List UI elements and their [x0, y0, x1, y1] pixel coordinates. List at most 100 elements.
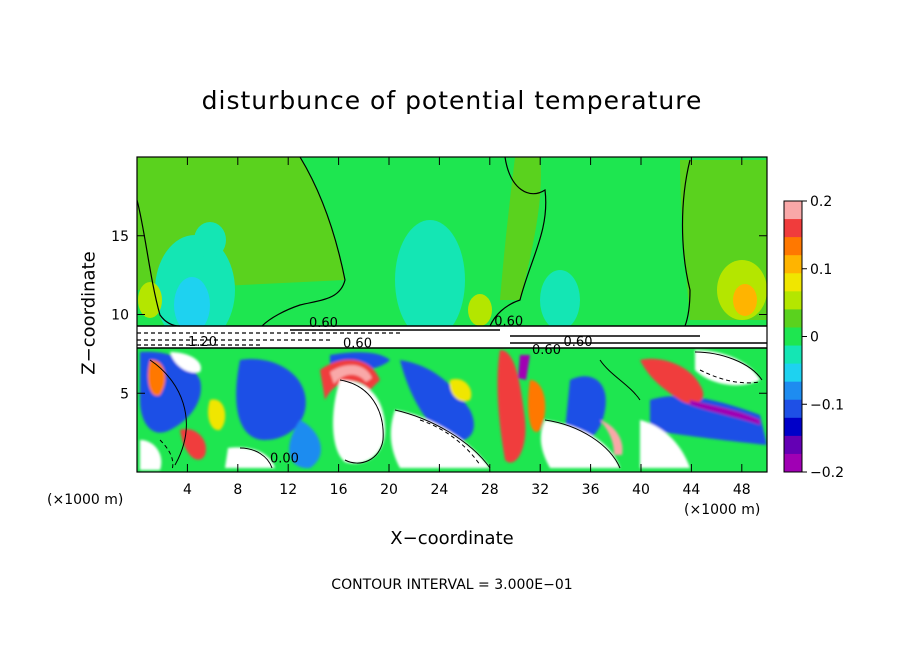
- upper-blob: [540, 270, 580, 330]
- colorbar-swatch: [784, 237, 802, 256]
- white-region: [640, 420, 690, 468]
- upper-blob: [138, 282, 162, 318]
- turbulence: [140, 350, 767, 470]
- colorbar-swatch: [784, 327, 802, 347]
- colorbar-swatch: [784, 417, 802, 437]
- colorbar-tick-label: 0: [810, 330, 819, 346]
- upper-patch: [500, 157, 541, 300]
- contour-label: 0.60: [532, 343, 561, 358]
- contour-line: [339, 379, 384, 464]
- contour-line: [149, 359, 187, 466]
- colorbar-tick-label: −0.2: [810, 465, 844, 481]
- x-tick-label: 4: [183, 482, 192, 498]
- white-region: [695, 350, 760, 386]
- colorbar-swatch: [784, 381, 802, 401]
- x-tick-label: 28: [481, 482, 499, 498]
- purple-streak: [690, 400, 760, 425]
- contour-line: [699, 369, 761, 384]
- pink-edge: [330, 365, 372, 384]
- colorbar-swatch: [784, 345, 802, 365]
- contour-lines: [137, 157, 767, 471]
- x-tick-label: 24: [430, 482, 448, 498]
- upper-blob: [733, 284, 757, 316]
- x-tick-label: 16: [330, 482, 348, 498]
- colorbar: 0.2 0.1 0 −0.1 −0.2: [783, 194, 844, 481]
- contour-line: [544, 419, 621, 469]
- white-region: [540, 420, 620, 468]
- y-tick-label: 5: [120, 386, 129, 402]
- contour-label: 0.00: [270, 452, 299, 467]
- contour-label: 0.60: [343, 337, 372, 352]
- colorbar-swatch: [784, 435, 802, 455]
- upper-blob: [194, 222, 226, 258]
- x-tick-label: 8: [233, 482, 242, 498]
- red-blob: [497, 350, 526, 463]
- contour-label: 0.60: [564, 335, 593, 350]
- pink-edge: [600, 420, 623, 455]
- yellow-blob: [208, 399, 226, 431]
- x-tick-label: 44: [682, 482, 700, 498]
- x-unit-label-left: (×1000 m): [47, 492, 124, 508]
- blue-blob: [236, 359, 306, 440]
- contour-line: [159, 439, 174, 471]
- contour-line: [394, 409, 491, 469]
- contour-label: 1.20: [188, 335, 217, 350]
- colorbar-swatch: [784, 273, 802, 292]
- x-tick-label: 40: [632, 482, 650, 498]
- blue-blob: [650, 395, 767, 445]
- x-axis-label: X−coordinate: [390, 528, 514, 549]
- white-region: [225, 447, 275, 468]
- contour-line: [681, 159, 691, 327]
- red-blob: [640, 358, 704, 405]
- upper-blob: [395, 220, 465, 340]
- y-tick-label: 15: [111, 229, 129, 245]
- contour-line: [137, 199, 181, 327]
- colorbar-swatch: [784, 453, 802, 473]
- contour-line: [694, 351, 763, 381]
- colorbar-swatch: [784, 309, 802, 328]
- red-blob: [180, 429, 206, 460]
- colorbar-swatch: [784, 399, 802, 419]
- blue-blob: [289, 420, 321, 469]
- x-tick-label: 36: [582, 482, 600, 498]
- colorbar-swatch: [784, 363, 802, 383]
- contour-line: [599, 359, 641, 401]
- colorbar-tick-label: 0.2: [810, 194, 832, 210]
- colorbar-swatch: [784, 201, 802, 220]
- orange-blob: [528, 380, 546, 432]
- field-layer: [137, 157, 767, 472]
- contour-label: 0.60: [494, 315, 523, 330]
- white-region: [140, 440, 162, 470]
- x-unit-label-right: (×1000 m): [684, 502, 761, 518]
- yellow-blob: [449, 379, 472, 402]
- y-ticks: 5 10 15: [111, 229, 767, 402]
- upper-blob: [468, 294, 492, 326]
- x-tick-label: 12: [279, 482, 297, 498]
- contour-label: 0.60: [309, 316, 338, 331]
- contour-interval-label: CONTOUR INTERVAL = 3.000E−01: [331, 577, 573, 593]
- contour-labels: 1.200.600.600.600.600.600.00: [188, 315, 592, 467]
- blue-blob: [565, 376, 606, 441]
- y-axis-label: Z−coordinate: [78, 251, 100, 375]
- x-tick-label: 32: [531, 482, 549, 498]
- chart-title: disturbunce of potential temperature: [201, 86, 703, 115]
- white-region: [333, 380, 385, 464]
- contour-line: [489, 157, 547, 327]
- colorbar-swatch: [784, 291, 802, 310]
- contour-line: [261, 157, 346, 327]
- colorbar-tick-label: 0.1: [810, 262, 832, 278]
- white-region: [390, 410, 490, 468]
- white-region: [170, 352, 201, 373]
- colorbar-swatch: [784, 219, 802, 238]
- x-ticks: 4 8 12 16 20 24 28 32 36 40 44 48: [183, 157, 751, 498]
- x-tick-label: 48: [733, 482, 751, 498]
- y-tick-label: 10: [111, 308, 129, 324]
- blue-blob: [400, 360, 474, 441]
- contour-line: [239, 447, 273, 469]
- colorbar-swatch: [784, 255, 802, 274]
- x-tick-label: 20: [380, 482, 398, 498]
- contour-line: [419, 419, 481, 466]
- colorbar-tick-label: −0.1: [810, 397, 844, 413]
